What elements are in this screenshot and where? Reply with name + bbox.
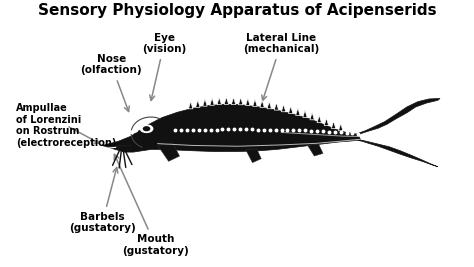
Text: Lateral Line
(mechanical): Lateral Line (mechanical) <box>243 33 319 101</box>
Polygon shape <box>260 100 264 108</box>
Circle shape <box>128 131 132 134</box>
Polygon shape <box>224 97 228 104</box>
Text: Ampullae
of Lorenzini
on Rostrum
(electroreception): Ampullae of Lorenzini on Rostrum (electr… <box>16 103 117 148</box>
Text: Eye
(vision): Eye (vision) <box>142 33 186 100</box>
Polygon shape <box>303 110 307 117</box>
Polygon shape <box>231 97 236 105</box>
Polygon shape <box>238 97 243 105</box>
Polygon shape <box>289 106 293 113</box>
Polygon shape <box>267 101 272 109</box>
Polygon shape <box>331 121 336 128</box>
Circle shape <box>134 130 137 132</box>
Polygon shape <box>210 98 214 105</box>
Polygon shape <box>196 100 200 107</box>
Text: Mouth
(gustatory): Mouth (gustatory) <box>114 154 189 256</box>
Polygon shape <box>246 98 250 105</box>
Polygon shape <box>317 115 321 123</box>
Polygon shape <box>282 104 286 112</box>
Polygon shape <box>253 99 257 107</box>
Polygon shape <box>102 99 440 167</box>
Polygon shape <box>274 103 279 110</box>
Polygon shape <box>310 112 314 120</box>
Polygon shape <box>324 118 328 125</box>
Polygon shape <box>246 149 261 163</box>
Polygon shape <box>189 101 193 109</box>
Polygon shape <box>203 99 207 106</box>
Circle shape <box>140 125 153 132</box>
Text: Nose
(olfaction): Nose (olfaction) <box>81 54 142 112</box>
Polygon shape <box>157 144 180 161</box>
Text: Barbels
(gustatory): Barbels (gustatory) <box>69 168 136 233</box>
Polygon shape <box>217 97 221 105</box>
Polygon shape <box>338 123 343 131</box>
Text: Sensory Physiology Apparatus of Acipenserids: Sensory Physiology Apparatus of Acipense… <box>38 3 436 18</box>
Circle shape <box>144 127 150 131</box>
Polygon shape <box>296 108 300 115</box>
Polygon shape <box>308 144 323 156</box>
